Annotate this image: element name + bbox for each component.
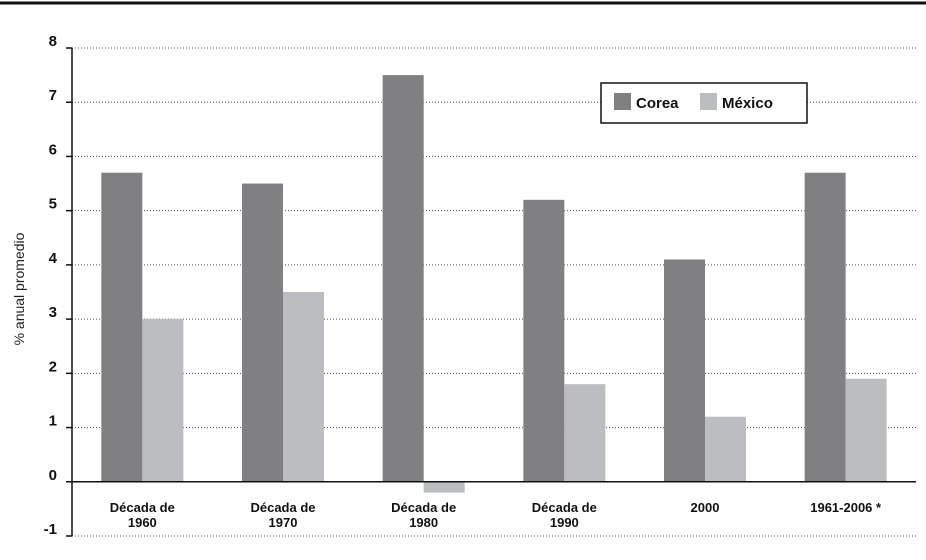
y-tick-label: 2: [49, 358, 57, 375]
axes: [66, 47, 916, 537]
bar-mexico: [283, 292, 324, 482]
bar-mexico: [705, 416, 746, 482]
bar-corea: [664, 259, 705, 482]
y-tick-label: 7: [49, 87, 57, 104]
x-category-label: Década de 1980: [391, 500, 456, 530]
y-tick-label: 6: [49, 141, 57, 158]
x-category-label: 1961-2006 *: [810, 500, 882, 515]
y-tick-label: 8: [49, 33, 57, 50]
x-category-label-line: 1980: [409, 515, 438, 530]
y-tick-label: 0: [49, 467, 57, 484]
x-category-label-line: 2000: [691, 500, 720, 515]
x-category-label-line: 1990: [550, 515, 579, 530]
bar-mexico: [142, 319, 184, 482]
x-category-label: 2000: [691, 500, 720, 515]
legend: Corea México: [600, 82, 808, 124]
x-category-label-line: 1961-2006 *: [810, 500, 882, 515]
x-category-label-line: Década de: [250, 500, 315, 515]
y-tick-label: 5: [49, 196, 57, 213]
x-category-label-line: Década de: [532, 500, 597, 515]
legend-label-mexico: México: [722, 95, 773, 112]
bars: [101, 75, 887, 493]
bar-mexico: [845, 378, 887, 482]
x-category-label-line: 1970: [269, 515, 298, 530]
y-tick-label: 3: [49, 304, 57, 321]
y-tick-label: 1: [49, 413, 57, 430]
y-axis-label: % anual promedio: [11, 232, 27, 345]
legend-swatch-mexico: [700, 93, 717, 110]
bar-mexico: [423, 481, 465, 493]
legend-label-corea: Corea: [636, 95, 679, 112]
y-tick-label: 4: [49, 250, 58, 267]
y-tick-label: -1: [44, 521, 57, 538]
x-category-label-line: 1960: [128, 515, 157, 530]
bar-corea: [382, 75, 424, 482]
y-tick-labels: 8 7 6 5 4 3 2 1 0 -1: [44, 33, 58, 538]
bar-corea: [804, 172, 846, 482]
x-category-label: Década de 1970: [250, 500, 315, 530]
bar-corea: [101, 172, 143, 482]
x-category-label: Década de 1960: [110, 500, 175, 530]
bar-corea: [523, 199, 565, 482]
bar-corea: [242, 183, 283, 482]
x-category-label-line: Década de: [110, 500, 175, 515]
x-category-label-line: Década de: [391, 500, 456, 515]
legend-swatch-corea: [614, 93, 631, 110]
x-category-label: Década de 1990: [532, 500, 597, 530]
bar-mexico: [564, 384, 606, 482]
